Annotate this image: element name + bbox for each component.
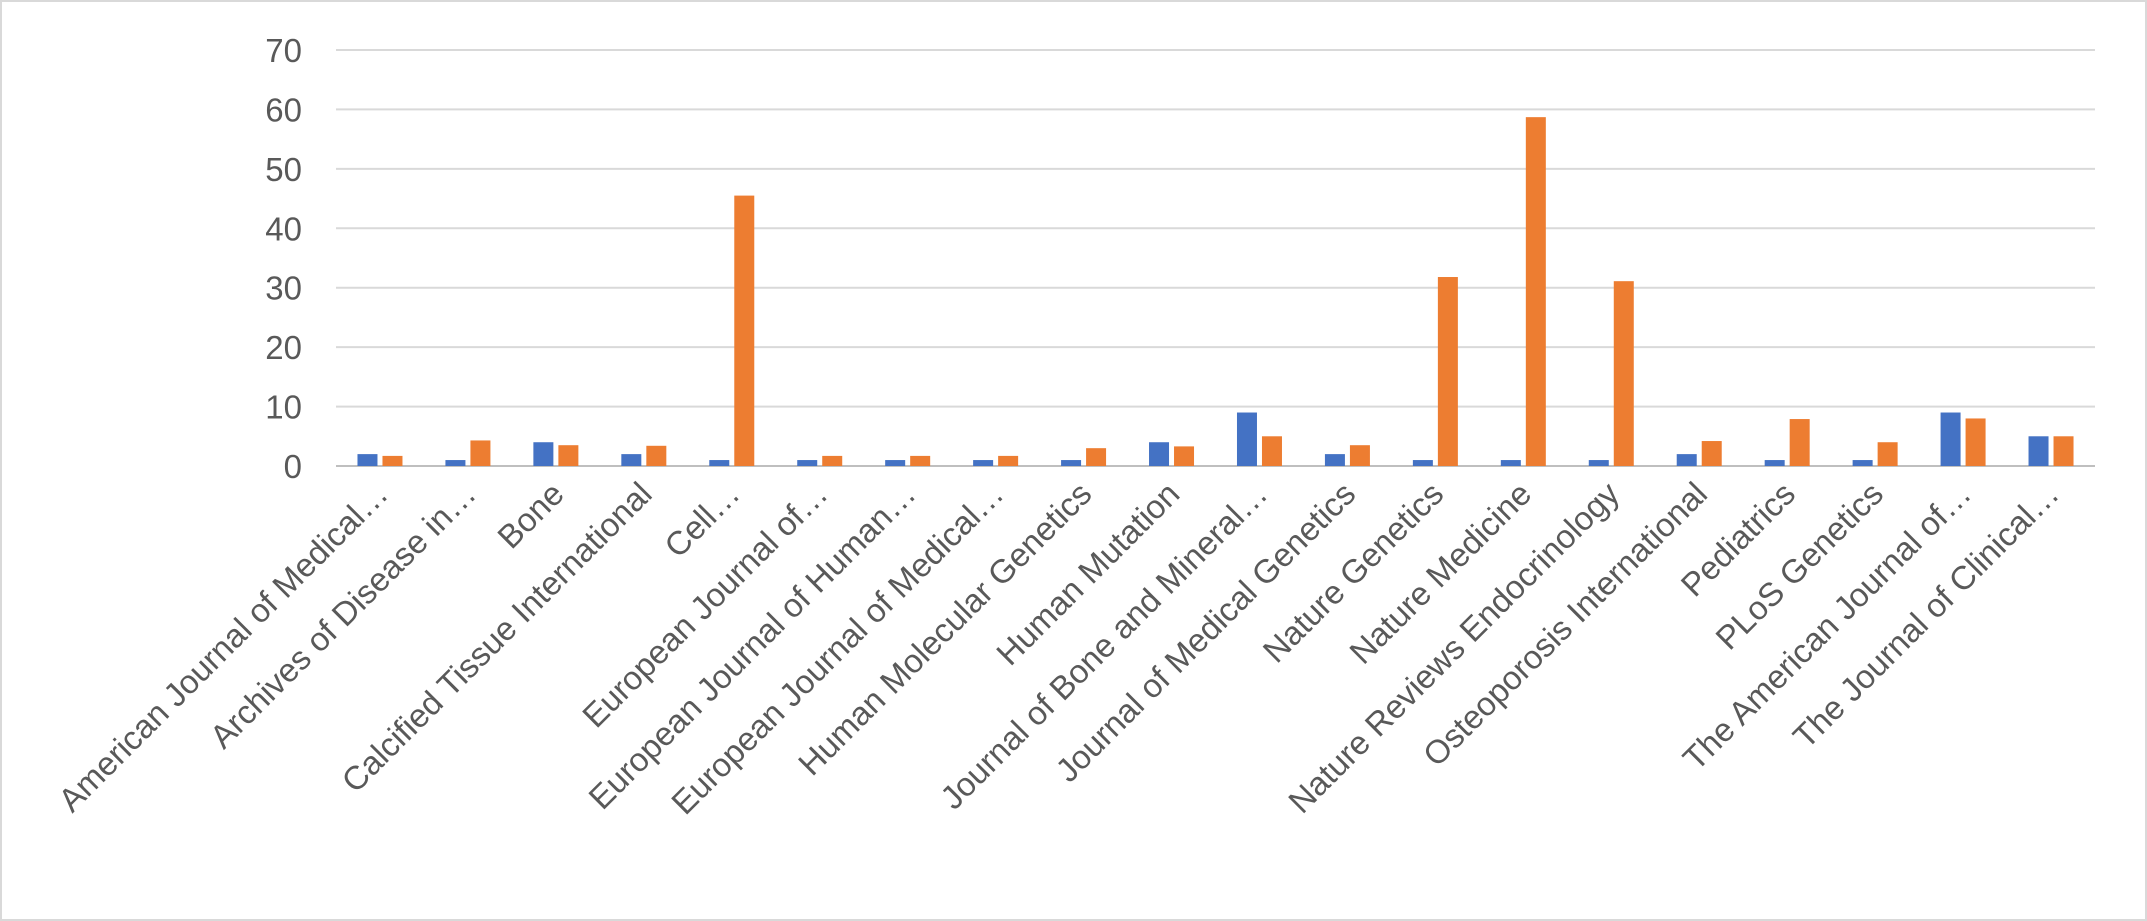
y-tick-label: 40 [265,210,302,247]
y-axis-ticks: 0 10 20 30 40 50 60 70 [265,32,302,485]
bar-series-1 [445,460,466,466]
bar-series-2 [1525,117,1546,466]
x-category-label: Bone [490,475,571,556]
bar-series-2 [382,455,403,466]
y-tick-label: 60 [265,91,302,128]
bar-series-2 [1877,442,1898,466]
bars [357,117,2074,466]
bar-series-1 [1236,412,1257,466]
bar-series-1 [1764,460,1785,466]
bar-series-1 [1324,454,1345,466]
bar-series-2 [910,455,931,466]
bar-series-2 [1613,281,1634,466]
y-tick-label: 20 [265,329,302,366]
bar-series-1 [2028,436,2049,466]
bar-series-1 [533,442,554,466]
bar-series-2 [1086,448,1107,466]
bar-series-2 [558,445,579,466]
bar-series-1 [1061,460,1082,466]
bar-series-2 [646,445,667,466]
y-tick-label: 30 [265,270,302,307]
bar-series-1 [1412,460,1433,466]
bar-series-1 [1940,412,1961,466]
bar-series-2 [1174,446,1195,466]
y-tick-label: 10 [265,389,302,426]
y-tick-label: 70 [265,32,302,69]
bar-series-2 [1349,445,1370,466]
bar-series-1 [621,454,642,466]
x-axis-category-labels: American Journal of Medical…Archives of … [51,474,2066,821]
bar-series-2 [1437,277,1458,466]
bar-series-2 [1789,419,1810,466]
bar-series-2 [1261,436,1282,466]
bar-series-1 [885,460,906,466]
bar-series-2 [2053,436,2074,466]
bar-series-1 [709,460,730,466]
bar-series-1 [1149,442,1170,466]
bar-series-1 [357,454,378,466]
y-tick-label: 50 [265,151,302,188]
bar-series-1 [1500,460,1521,466]
bar-series-1 [1676,454,1697,466]
bar-series-2 [470,440,491,466]
bar-series-1 [797,460,818,466]
bar-series-1 [973,460,994,466]
bar-series-2 [734,195,755,466]
bar-series-2 [822,455,843,466]
bar-series-2 [998,455,1019,466]
bar-series-1 [1852,460,1873,466]
bar-series-2 [1965,418,1986,466]
gridlines [336,49,2095,467]
bar-series-1 [1588,460,1609,466]
y-tick-label: 0 [284,448,302,485]
bar-series-2 [1701,441,1722,466]
